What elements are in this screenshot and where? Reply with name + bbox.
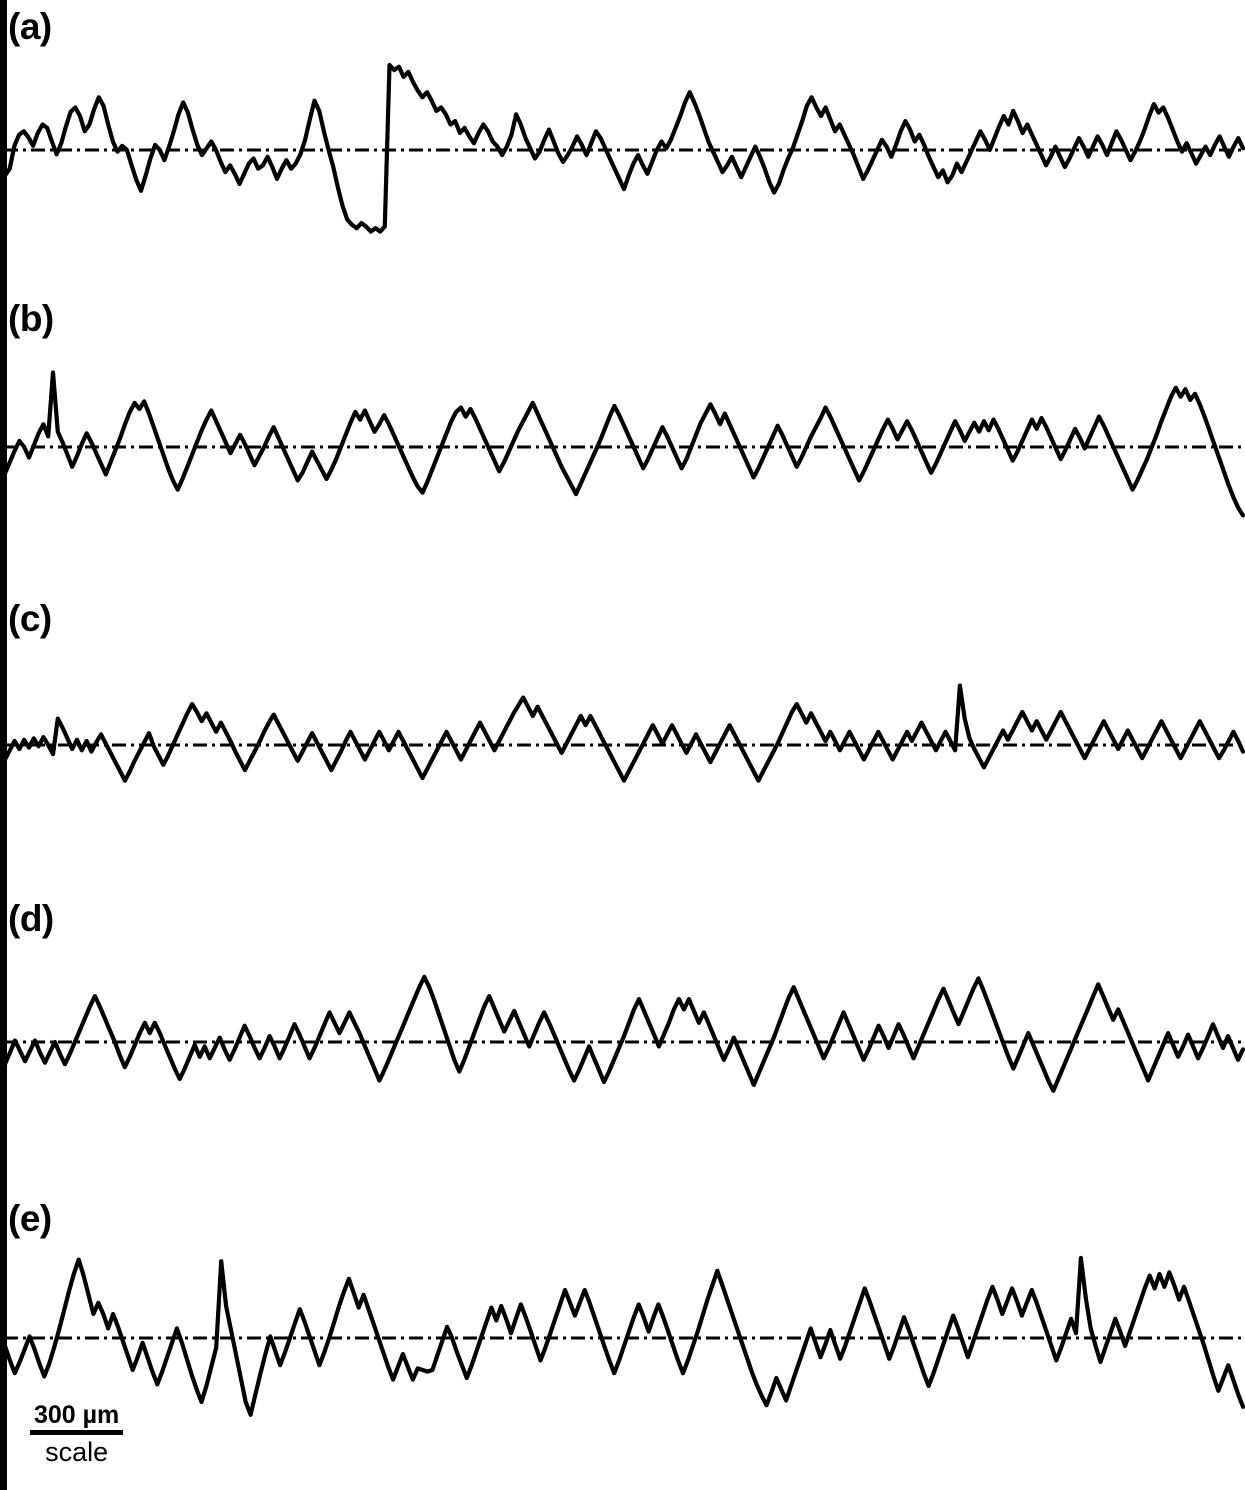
profile-trace-d: [2, 974, 1245, 1093]
scale-bar-caption: scale: [45, 1437, 109, 1468]
profile-panel-b: (b): [0, 300, 1245, 600]
profile-panel-c: (c): [0, 600, 1245, 900]
scale-bar: 300 µm scale: [30, 1402, 124, 1468]
panel-label-a: (a): [8, 6, 52, 47]
profile-polyline-e: [2, 1255, 1245, 1417]
profile-polyline-d: [2, 974, 1245, 1093]
panel-label-b: (b): [8, 298, 54, 339]
profile-polyline-c: [2, 683, 1245, 783]
profile-polyline-a: [2, 62, 1245, 234]
profile-trace-a: [2, 62, 1245, 234]
profile-panel-e: (e): [0, 1200, 1245, 1490]
figure-left-border: [0, 0, 7, 1490]
profile-trace-e: [2, 1255, 1245, 1417]
scale-bar-value: 300 µm: [30, 1402, 124, 1436]
panel-label-c: (c): [8, 598, 52, 639]
profile-panel-a: (a): [0, 0, 1245, 300]
profile-polyline-b: [2, 370, 1245, 518]
panel-label-d: (d): [8, 898, 54, 939]
profile-trace-b: [2, 370, 1245, 518]
profile-trace-c: [2, 683, 1245, 783]
panel-label-e: (e): [8, 1198, 52, 1239]
profile-panel-d: (d): [0, 900, 1245, 1200]
